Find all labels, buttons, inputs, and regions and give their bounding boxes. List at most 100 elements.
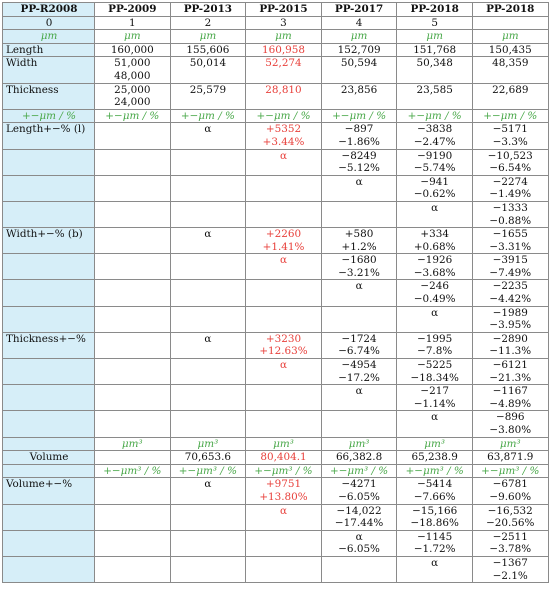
thickness-diff-row-2: α −4954 −17.2% −5225 −18.34% −6121 −21.3% [2,358,549,386]
diff-pct: −1.49% [489,188,532,201]
diff-pct: −18.34% [410,371,459,384]
alpha-cell: α [245,148,322,176]
unit-cell: +−μm³ / % [245,463,322,479]
diff-abs: −2511 [492,530,528,543]
unit-row-um-pct: +−μm / % +−μm / % +−μm / % +−μm / % +−μm… [2,108,549,124]
alpha-cell: α [169,227,247,255]
empty-cell [245,384,322,412]
value-line: 51,000 [114,57,151,70]
row-label-thickness-diff: Thickness+−% [2,331,95,360]
diff-abs: −16,532 [487,504,533,517]
col-index-3: 3 [245,15,322,31]
length-diff-row-1: Length+−% (l) α +5352 +3.44% −897 −1.86% −… [2,122,549,150]
diff-abs: −1655 [492,228,528,241]
diff-pct: −9.60% [489,490,532,503]
diff-pct: −3.80% [489,424,532,436]
diff-cell: −2890 −11.3% [471,331,549,360]
unit-cell: μm [169,29,247,44]
alpha-cell: α [320,174,398,202]
diff-abs: −941 [420,175,449,188]
length-row: Length 160,000 155,606 160,958 152,709 1… [2,42,549,58]
diff-abs: −6781 [492,478,528,491]
diff-cell: −6781 −9.60% [471,477,549,505]
diff-abs: −9190 [417,149,453,162]
diff-pct: −0.62% [413,188,456,201]
value-cell: 25,579 [169,82,247,110]
value-line: 24,000 [114,96,151,109]
width-diff-row-1: Width+−% (b) α +2260 +1.41% +580 +1.2% +33… [2,227,549,255]
diff-pct: −0.88% [489,214,532,227]
value-cell: 22,689 [471,82,549,110]
value-cell: 25,000 24,000 [94,82,171,110]
col-index-5: 5 [396,15,473,31]
diff-pct: +1.2% [341,240,377,253]
value-cell: 160,000 [94,42,171,58]
unit-cell [2,463,95,479]
empty-cell [94,477,171,505]
diff-cell: −897 −1.86% [320,122,398,150]
diff-pct: −4.42% [489,293,532,306]
unit-cell: μm³ [396,436,473,452]
unit-cell [2,436,95,452]
empty-cell [94,279,171,307]
diff-pct: −20.56% [486,517,535,530]
empty-cell [94,148,171,176]
empty-cell [245,555,322,584]
diff-cell: −6121 −21.3% [471,358,549,386]
comparison-table: PP-R2008 PP-2009 PP-2013 PP-2015 PP-2017… [2,2,549,584]
thickness-diff-row-3: α −217 −1.14% −1167 −4.89% [2,384,549,412]
unit-cell: +−μm / % [2,108,95,124]
diff-abs: −3838 [417,123,453,136]
diff-cell: −246 −0.49% [396,279,473,307]
diff-abs: −10,523 [487,149,533,162]
diff-abs: −896 [495,411,525,424]
diff-cell: −1680 −3.21% [320,253,398,281]
empty-cell [94,227,171,255]
diff-pct: −7.8% [417,345,453,358]
unit-cell: +−μm / % [396,108,473,124]
value-cell: 63,871.9 [471,450,549,465]
diff-pct: −6.54% [489,162,532,175]
width-row: Width 51,000 48,000 50,014 52,274 50,594 … [2,56,549,84]
diff-abs: −4954 [341,359,377,372]
diff-abs: −5414 [417,478,453,491]
diff-abs: −15,166 [412,504,458,517]
diff-cell: +3230 +12.63% [245,331,322,360]
diff-pct: −3.95% [489,319,532,332]
unit-cell: +−μm / % [169,108,247,124]
diff-cell: α −6.05% [320,529,398,557]
empty-cell [169,279,247,307]
diff-abs: +580 [344,228,374,241]
col-index-0: 0 [2,15,95,31]
volume-diff-row-1: Volume+−% α +9751 +13.80% −4271 −6.05% −54… [2,477,549,505]
unit-cell: μm³ [245,436,322,452]
unit-cell: +−μm³ / % [320,463,398,479]
value-line: 48,000 [114,69,151,82]
diff-cell: −1724 −6.74% [320,331,398,360]
diff-abs: −5171 [492,123,528,136]
diff-cell: −8249 −5.12% [320,148,398,176]
diff-abs: −1145 [417,530,453,543]
diff-abs: −14,022 [336,504,382,517]
alpha-cell: α [245,358,322,386]
value-cell: 150,435 [471,42,549,58]
unit-cell: μm [396,29,473,44]
value-cell: 151,768 [396,42,473,58]
diff-cell: −14,022 −17.44% [320,503,398,531]
diff-abs: −246 [420,280,449,293]
empty-label [2,503,95,531]
col-header-4: PP-2017 [320,2,398,17]
value-cell: 80,404.1 [245,450,322,465]
empty-cell [245,529,322,557]
diff-cell: −2235 −4.42% [471,279,549,307]
diff-abs: −4271 [341,478,377,491]
unit-cell: +−μm / % [471,108,549,124]
alpha-cell: α [169,331,247,360]
alpha-cell: α [169,122,247,150]
empty-cell [320,200,398,229]
volume-diff-row-2: α −14,022 −17.44% −15,166 −18.86% −16,532−… [2,503,549,531]
empty-label [2,384,95,412]
value-cell: 28,810 [245,82,322,110]
diff-cell: −16,532 −20.56% [471,503,549,531]
diff-cell: −217 −1.14% [396,384,473,412]
